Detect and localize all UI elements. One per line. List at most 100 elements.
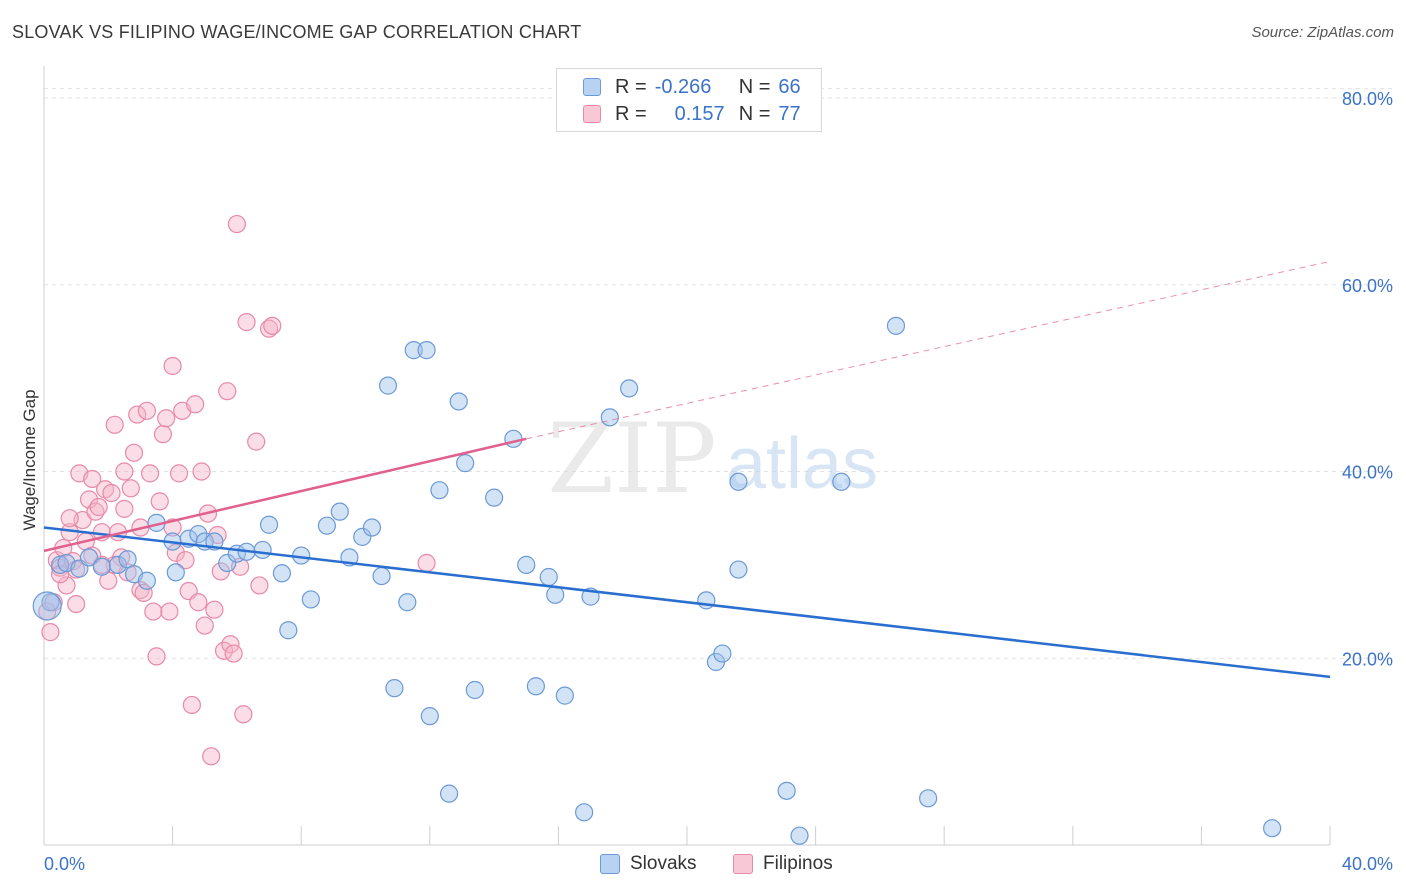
chart-source: Source: ZipAtlas.com [1251, 24, 1394, 41]
bottom-legend-slovaks: Slovaks [600, 852, 697, 876]
axes [43, 66, 1331, 846]
filipinos-point [115, 462, 134, 481]
correlation-legend: R = -0.266 N = 66 R = 0.157 N = 77 [556, 68, 822, 132]
filipinos-point [237, 313, 256, 332]
filipinos-point [218, 382, 237, 401]
legend-r-value-filipinos: 0.157 [674, 102, 725, 125]
slovaks-point [404, 341, 423, 360]
trend-lines [43, 260, 1331, 679]
filipinos-point [140, 464, 160, 483]
slovaks-point [301, 590, 320, 609]
filipinos-point [50, 565, 70, 584]
filipinos-point [153, 425, 173, 444]
filipinos-point [263, 316, 282, 335]
legend-r-label: R = [615, 75, 647, 98]
slovaks-point [362, 518, 382, 537]
slovaks-point [777, 781, 796, 800]
filipinos-point [60, 509, 79, 528]
slovaks-point [504, 429, 523, 448]
slovaks-point [729, 472, 748, 491]
slovaks-point [118, 550, 137, 569]
slovaks-point [713, 644, 732, 663]
chart-title: SLOVAK VS FILIPINO WAGE/INCOME GAP CORRE… [12, 22, 582, 42]
slovaks-point [526, 677, 545, 696]
slovaks-trend-line [43, 526, 1331, 679]
watermark: ZIP atlas [547, 403, 878, 515]
legend-n-label: N = [738, 75, 771, 98]
y-tick-label: 60.0% [1342, 276, 1393, 296]
filipinos-point [115, 499, 134, 518]
slovaks-point [449, 392, 468, 411]
filipinos-point [163, 356, 182, 376]
slovaks-point [32, 591, 62, 621]
filipinos-point [176, 551, 195, 570]
slovaks-point [41, 593, 60, 612]
slovaks-point [317, 516, 337, 535]
filipinos-points [38, 214, 436, 766]
filipinos-point [192, 462, 211, 481]
slovaks-point [790, 826, 809, 845]
filipinos-point [234, 705, 253, 724]
slovaks-point [456, 454, 475, 473]
slovaks-point [620, 379, 639, 398]
filipinos-point [147, 647, 166, 666]
y-tick-label: 40.0% [1342, 463, 1393, 483]
filipinos-point [150, 492, 169, 511]
legend-row-filipinos: R = 0.157 N = 77 [583, 102, 801, 126]
slovaks-point [439, 784, 459, 803]
filipinos-point [166, 543, 185, 562]
slovaks-point [575, 803, 594, 822]
slovaks-point [272, 564, 292, 583]
slovaks-point [166, 563, 185, 582]
slovaks-point [420, 707, 439, 726]
legend-row-slovaks: R = -0.266 N = 66 [583, 75, 801, 99]
slovaks-point [92, 557, 111, 576]
watermark-atlas: atlas [726, 424, 878, 504]
filipinos-point [124, 443, 144, 462]
y-tick-label: 80.0% [1342, 89, 1393, 109]
filipinos-point [137, 401, 156, 420]
slovaks-point [600, 408, 619, 427]
bottom-legend-label-slovaks: Slovaks [630, 853, 697, 874]
bottom-legend-swatch-slovaks [600, 854, 620, 874]
bottom-legend-swatch-filipinos [733, 854, 753, 874]
slovaks-point [417, 341, 436, 360]
slovaks-point [253, 540, 272, 560]
slovaks-point [398, 593, 417, 612]
legend-r-value-slovaks: -0.266 [654, 75, 712, 98]
x-tick-label: 0.0% [44, 854, 85, 874]
legend-swatch-filipinos [583, 105, 601, 123]
slovaks-point [539, 567, 558, 587]
filipinos-trend-line [43, 437, 527, 553]
filipinos-point [250, 576, 269, 595]
filipinos-point [89, 497, 108, 517]
slovaks-point [279, 621, 298, 640]
filipinos-point [202, 747, 221, 766]
filipinos-point [259, 319, 279, 338]
slovaks-point [555, 686, 574, 705]
bottom-legend-label-filipinos: Filipinos [763, 853, 833, 874]
slovaks-point [729, 560, 748, 579]
filipinos-point [182, 695, 201, 715]
slovaks-point [378, 376, 398, 395]
filipinos-point [57, 576, 76, 595]
filipinos-point [227, 214, 246, 234]
filipinos-point [67, 594, 86, 614]
tick-labels: 20.0% 40.0% 60.0% 80.0% 0.0% 40.0% [44, 89, 1393, 874]
filipinos-point [195, 616, 214, 635]
bottom-legend-filipinos: Filipinos [733, 852, 833, 876]
filipinos-point [224, 644, 243, 663]
y-axis-label: Wage/Income Gap [20, 389, 39, 531]
filipinos-point [83, 469, 102, 489]
slovaks-point [330, 502, 349, 521]
filipinos-point [189, 593, 208, 612]
legend-r-label: R = [615, 102, 647, 125]
filipinos-point [417, 553, 436, 573]
slovaks-point [353, 527, 372, 546]
slovaks-point [886, 316, 906, 335]
slovaks-point [372, 566, 391, 586]
y-tick-label: 20.0% [1342, 649, 1393, 669]
filipinos-point [131, 580, 150, 600]
slovaks-point [189, 524, 208, 544]
